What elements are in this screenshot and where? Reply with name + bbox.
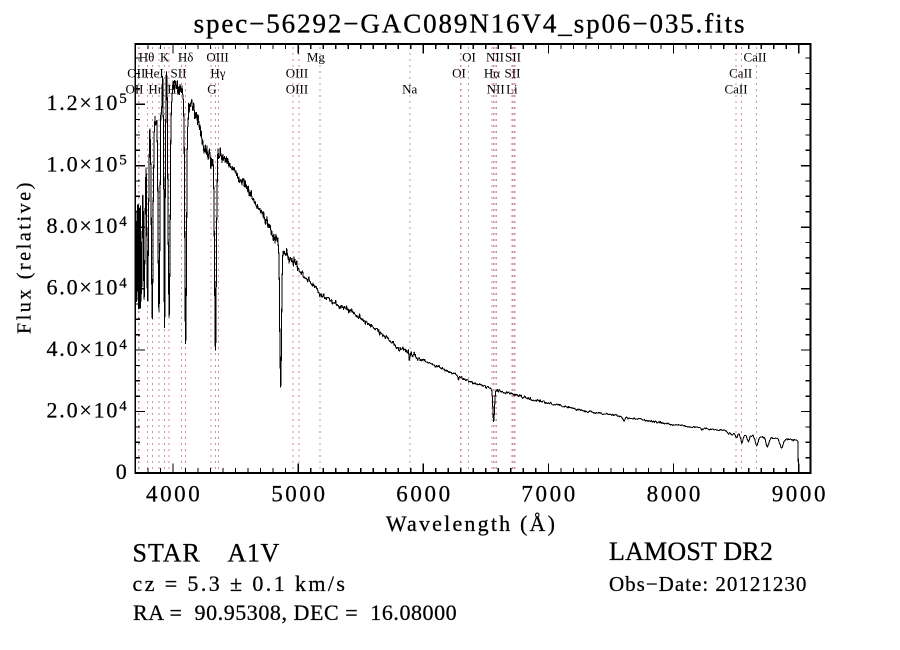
svg-text:spec−56292−GAC089N16V4_sp06−03: spec−56292−GAC089N16V4_sp06−035.fits xyxy=(194,9,747,39)
svg-text:Obs−Date: 20121230: Obs−Date: 20121230 xyxy=(609,572,807,596)
svg-text:Flux (relative): Flux (relative) xyxy=(14,180,36,334)
svg-text:cz = 5.3 ± 0.1 km/s: cz = 5.3 ± 0.1 km/s xyxy=(133,571,348,596)
svg-text:8000: 8000 xyxy=(647,481,703,506)
svg-text:2.0×104: 2.0×104 xyxy=(46,398,128,423)
svg-text:NII: NII xyxy=(487,82,505,97)
svg-text:0: 0 xyxy=(116,459,129,484)
svg-text:1.0×105: 1.0×105 xyxy=(46,152,128,177)
svg-text:Hδ: Hδ xyxy=(178,50,194,65)
svg-text:8.0×104: 8.0×104 xyxy=(46,213,128,238)
svg-text:Hθ: Hθ xyxy=(139,50,155,65)
svg-text:K: K xyxy=(160,50,170,65)
svg-text:Mg: Mg xyxy=(307,50,326,65)
svg-text:7000: 7000 xyxy=(521,481,577,506)
svg-text:HeI: HeI xyxy=(144,66,164,81)
svg-text:LAMOST DR2: LAMOST DR2 xyxy=(609,537,773,566)
svg-text:Hα: Hα xyxy=(484,66,500,81)
svg-text:SII: SII xyxy=(505,50,521,65)
svg-text:Hη: Hη xyxy=(148,82,164,97)
svg-text:OI: OI xyxy=(452,66,466,81)
svg-text:CaII: CaII xyxy=(724,82,747,97)
svg-text:OI: OI xyxy=(462,50,476,65)
svg-text:H: H xyxy=(167,82,176,97)
svg-text:4000: 4000 xyxy=(146,481,202,506)
svg-text:OIII: OIII xyxy=(206,50,228,65)
svg-text:OIII: OIII xyxy=(286,82,308,97)
svg-text:SII: SII xyxy=(171,66,187,81)
svg-text:A1V: A1V xyxy=(228,539,280,568)
svg-text:6000: 6000 xyxy=(396,481,452,506)
svg-text:9000: 9000 xyxy=(772,481,828,506)
svg-text:OIII: OIII xyxy=(286,66,308,81)
svg-text:CaII: CaII xyxy=(743,50,766,65)
svg-text:1.2×105: 1.2×105 xyxy=(46,90,128,115)
svg-text:STAR: STAR xyxy=(133,539,201,568)
svg-text:Li: Li xyxy=(506,82,518,97)
svg-text:Wavelength (Å): Wavelength (Å) xyxy=(386,511,557,536)
svg-text:NII: NII xyxy=(486,50,504,65)
svg-text:G: G xyxy=(207,82,216,97)
svg-text:CaII: CaII xyxy=(729,66,752,81)
svg-text:Hγ: Hγ xyxy=(210,66,225,81)
svg-text:RA = 90.95308, DEC = 16.0800: RA = 90.95308, DEC = 16.08000 xyxy=(133,600,457,625)
svg-text:4.0×104: 4.0×104 xyxy=(46,336,128,361)
svg-text:6.0×104: 6.0×104 xyxy=(46,275,128,300)
svg-text:5000: 5000 xyxy=(271,481,327,506)
svg-text:SII: SII xyxy=(505,66,521,81)
svg-text:Na: Na xyxy=(402,82,417,97)
